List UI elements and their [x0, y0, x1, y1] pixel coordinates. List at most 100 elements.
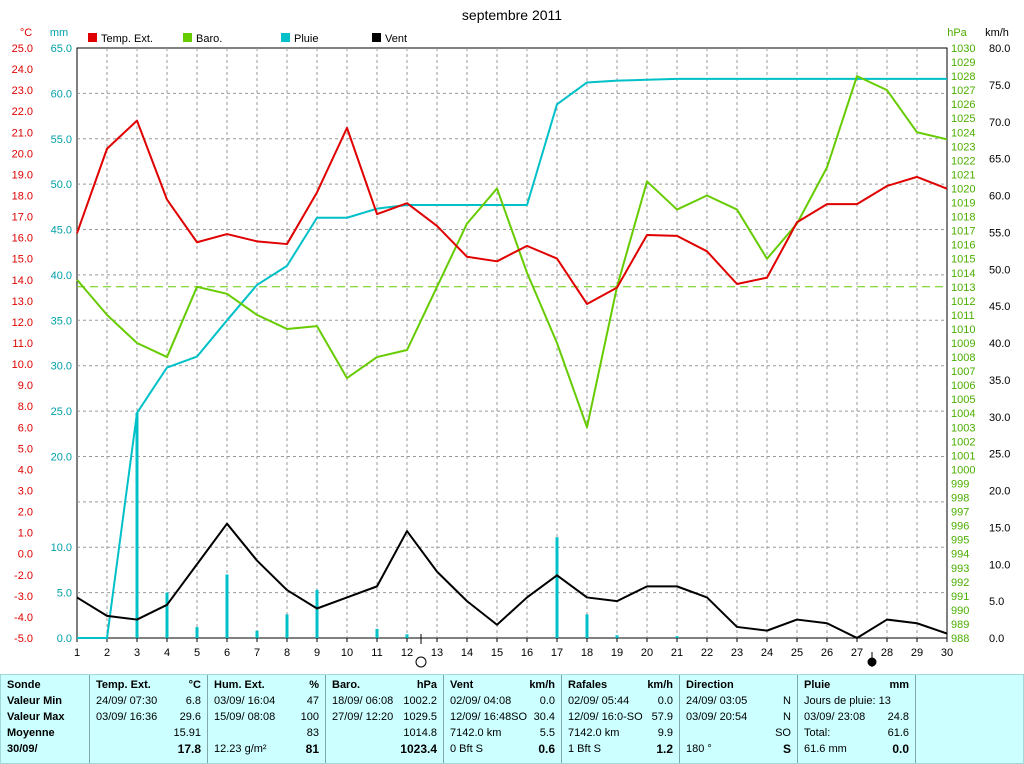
temp-tick-label: 24.0 [12, 64, 33, 76]
col-rafales: Rafales km/h 02/09/ 05:44 0.0 12/09/ 16:0-… [561, 675, 679, 763]
rain-tick-label: 65.0 [51, 43, 72, 55]
direction-now: 180 ° S [686, 741, 791, 757]
baro-tick-label: 1009 [951, 338, 975, 350]
vent-min-value: 0.0 [539, 695, 555, 707]
temp-min-time: 07:30 [129, 695, 158, 707]
baro-max-value: 1029.5 [403, 711, 437, 723]
wind-tick-label: 75.0 [989, 80, 1010, 92]
legend-swatch [281, 33, 290, 42]
baro-tick-label: 1017 [951, 226, 975, 238]
wind-tick-label: 60.0 [989, 191, 1010, 203]
rafales-header: Rafales km/h [568, 677, 673, 693]
unit-wind: km/h [985, 27, 1009, 39]
temp-min: 24/09/ 07:30 6.8 [96, 693, 201, 709]
rain-bar [675, 636, 679, 638]
vent-max-date: 12/09/ [450, 711, 481, 723]
direction-now-left: 180 ° [686, 743, 712, 755]
temp-min-value: 6.8 [185, 695, 201, 707]
wind-tick-label: 65.0 [989, 154, 1010, 166]
baro-tick-label: 1021 [951, 169, 975, 181]
pluie-header: Pluie mm [804, 677, 909, 693]
pluie-unit: mm [889, 679, 909, 691]
baro-tick-label: 1028 [951, 71, 975, 83]
temp-now-value: 17.8 [177, 742, 201, 756]
temp-max-time: 16:36 [129, 711, 158, 723]
rain-bar [585, 614, 589, 638]
baro-tick-label: 999 [951, 478, 969, 490]
vent-max-time: 16:48SO [483, 711, 528, 723]
temp-tick-label: -3.0 [14, 591, 33, 603]
baro-max: 27/09/ 12:20 1029.5 [332, 709, 437, 725]
baro-tick-label: 1000 [951, 464, 975, 476]
vent-min-time: 04:08 [483, 695, 512, 707]
hum-header: Hum. Ext.% [214, 677, 319, 693]
wind-tick-label: 30.0 [989, 412, 1010, 424]
temp-tick-label: -4.0 [14, 612, 33, 624]
baro-avg-value: 1014.8 [403, 727, 437, 739]
rain-tick-label: 20.0 [51, 451, 72, 463]
baro-tick-label: 1022 [951, 155, 975, 167]
moon-icon [867, 657, 877, 667]
wind-tick-label: 70.0 [989, 117, 1010, 129]
hum-now: 12.23 g/m² 81 [214, 741, 319, 757]
direction-avg: SO [686, 725, 791, 741]
temp-tick-label: 5.0 [18, 443, 33, 455]
pluie-now: 61.6 mm 0.0 [804, 741, 909, 757]
rafales-now-left: 1 Bft S [568, 743, 602, 755]
temp-tick-label: 1.0 [18, 528, 33, 540]
baro-min-date: 18/09/ [332, 695, 363, 707]
bottom-markers [415, 634, 877, 668]
vent-now-value: 0.6 [538, 742, 555, 756]
temp-tick-label: 12.0 [12, 317, 33, 329]
x-tick-label: 17 [551, 647, 563, 659]
legend-swatch [88, 33, 97, 42]
plot-frame [76, 47, 948, 639]
rafales-now: 1 Bft S 1.2 [568, 741, 673, 757]
vent-now: 0 Bft S 0.6 [450, 741, 555, 757]
rain-tick-label: 5.0 [57, 588, 72, 600]
temp-tick-label: 9.0 [18, 380, 33, 392]
temp-unit: °C [188, 679, 201, 691]
rain-tick-label: 45.0 [51, 225, 72, 237]
x-tick-label: 15 [491, 647, 503, 659]
wind-line [76, 522, 948, 639]
legend-label: Pluie [294, 33, 318, 45]
rafales-avg-value: 9.9 [657, 727, 673, 739]
vent-header: Vent km/h [450, 677, 555, 693]
baro-header: Baro. hPa [332, 677, 437, 693]
temp-tick-label: 10.0 [12, 359, 33, 371]
hum-max-time: 08:08 [247, 711, 276, 723]
direction-now-value: S [782, 742, 791, 756]
baro-tick-label: 1026 [951, 99, 975, 111]
x-tick-label: 22 [701, 647, 713, 659]
sonde-header: Sonde [7, 679, 41, 691]
temp-max-date: 03/09/ [96, 711, 127, 723]
baro-tick-label: 989 [951, 619, 969, 631]
x-tick-label: 24 [761, 647, 773, 659]
legend-label: Baro. [196, 33, 222, 45]
rain-bar [375, 628, 379, 638]
baro-tick-label: 1020 [951, 183, 975, 195]
direction-avg-value: SO [775, 727, 791, 739]
x-tick-label: 10 [341, 647, 353, 659]
hum-unit: % [309, 679, 319, 691]
rafales-unit: km/h [647, 679, 673, 691]
x-tick-label: 4 [164, 647, 170, 659]
direction-min: 24/09/ 03:05 N [686, 693, 791, 709]
wind-tick-label: 55.0 [989, 227, 1010, 239]
rain-tick-label: 35.0 [51, 315, 72, 327]
baro-min-value: 1002.2 [403, 695, 437, 707]
baro-tick-label: 993 [951, 563, 969, 575]
col-temp: Temp. Ext. °C 24/09/ 07:30 6.8 03/09/ 16:3… [89, 675, 207, 763]
temp-tick-label: 6.0 [18, 422, 33, 434]
rain-bar [255, 630, 259, 638]
baro-tick-label: 1005 [951, 394, 975, 406]
baro-tick-label: 1001 [951, 450, 975, 462]
rain-tick-label: 25.0 [51, 406, 72, 418]
baro-now: 1023.4 [332, 741, 437, 757]
baro-tick-label: 1029 [951, 57, 975, 69]
temp-tick-label: 21.0 [12, 127, 33, 139]
unit-temp: °C [20, 27, 32, 39]
baro-tick-label: 1004 [951, 408, 975, 420]
baro-tick-label: 988 [951, 633, 969, 645]
